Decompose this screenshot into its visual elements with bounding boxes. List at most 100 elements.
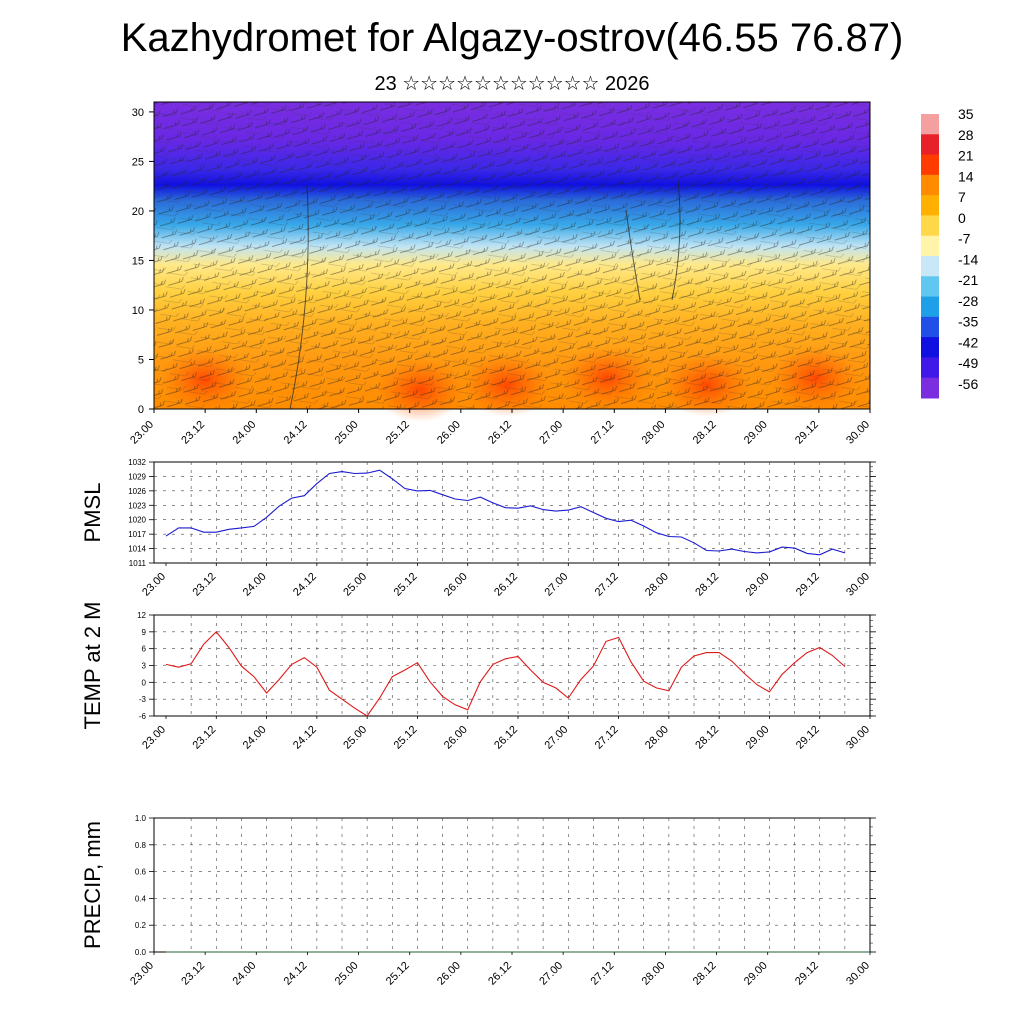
x-tick-label: 27.00 — [542, 724, 570, 752]
y-axis-label: PRECIP, mm — [80, 821, 105, 949]
y-tick-label: 10 — [132, 305, 144, 317]
x-tick-label: 29.12 — [793, 419, 821, 447]
x-tick-label: 23.00 — [140, 724, 168, 752]
x-tick-label: 28.12 — [693, 724, 721, 752]
x-tick-label: 25.12 — [384, 960, 412, 988]
x-tick-label: 23.00 — [140, 571, 168, 599]
x-tick-label: 28.00 — [643, 571, 671, 599]
colorbar-label: -14 — [958, 251, 978, 267]
x-tick-label: 24.12 — [282, 960, 310, 988]
colorbar-label: -7 — [958, 231, 971, 247]
panel-frame — [153, 817, 871, 953]
colorbar-swatch — [921, 256, 939, 277]
x-tick-label: 25.12 — [384, 419, 412, 447]
colorbar-label: 35 — [958, 106, 974, 122]
x-tick-label: 26.00 — [442, 571, 470, 599]
x-tick-label: 29.00 — [742, 419, 770, 447]
x-tick-label: 23.12 — [179, 960, 207, 988]
colorbar-label: -56 — [958, 376, 978, 392]
panel-frame — [153, 614, 871, 717]
y-tick-label: 1023 — [128, 501, 146, 510]
x-tick-label: 23.00 — [128, 419, 156, 447]
convergence-line-1 — [671, 179, 681, 301]
x-tick-label: 26.12 — [486, 960, 514, 988]
x-tick-label: 25.00 — [333, 960, 361, 988]
x-tick-label: 28.00 — [640, 960, 668, 988]
y-tick-label: 0 — [142, 678, 147, 687]
x-tick-label: 30.00 — [844, 724, 872, 752]
y-tick-label: 25 — [132, 156, 144, 168]
y-tick-label: 0.6 — [135, 868, 147, 877]
x-tick-label: 24.00 — [241, 571, 269, 599]
chart-subtitle: 23 ☆☆☆☆☆☆☆☆☆☆☆ 2026 — [374, 73, 650, 95]
colorbar-label: 7 — [958, 189, 966, 205]
y-tick-label: 1032 — [128, 458, 146, 467]
y-tick-label: 30 — [132, 107, 144, 119]
x-tick-label: 25.00 — [341, 571, 369, 599]
convergence-line-2 — [625, 209, 641, 301]
y-tick-label: 1029 — [128, 472, 146, 481]
colorbar-swatch — [921, 195, 939, 216]
x-tick-label: 30.00 — [844, 571, 872, 599]
panel-frame — [153, 461, 871, 564]
x-tick-label: 25.00 — [341, 724, 369, 752]
x-tick-label: 27.12 — [588, 960, 616, 988]
pmsl-panel: 1011 1014 1017 1020 1023 1026 1029 1032 23.00 23.… — [80, 458, 876, 599]
x-tick-label: 26.12 — [486, 419, 514, 447]
colorbar-swatch — [921, 134, 939, 156]
y-tick-label: 0.0 — [135, 948, 147, 957]
colorbar-label: 28 — [958, 127, 974, 143]
y-tick-label: 1017 — [128, 530, 146, 539]
x-tick-label: 29.12 — [794, 724, 822, 752]
colorbar-swatch — [921, 114, 939, 135]
x-tick-label: 28.12 — [691, 419, 719, 447]
colorbar-label: 21 — [958, 148, 974, 164]
y-tick-label: 20 — [132, 206, 144, 218]
x-tick-label: 24.00 — [230, 419, 258, 447]
x-tick-label: 24.12 — [291, 724, 319, 752]
y-tick-label: 0 — [138, 404, 144, 416]
x-tick-label: 27.12 — [593, 571, 621, 599]
y-tick-label: 1026 — [128, 487, 146, 496]
x-tick-label: 25.00 — [333, 419, 361, 447]
x-tick-label: 27.12 — [593, 724, 621, 752]
x-tick-label: 28.00 — [643, 724, 671, 752]
x-tick-label: 28.12 — [693, 571, 721, 599]
x-tick-label: 28.00 — [640, 419, 668, 447]
colorbar-label: -28 — [958, 293, 978, 309]
x-tick-label: 29.12 — [793, 960, 821, 988]
x-tick-label: 26.00 — [442, 724, 470, 752]
colorbar-label: -21 — [958, 272, 978, 288]
y-tick-label: 6 — [142, 645, 147, 654]
x-tick-label: 26.00 — [435, 419, 463, 447]
data-line-temp2m — [165, 630, 846, 717]
y-tick-label: 3 — [142, 662, 147, 671]
x-tick-label: 24.12 — [291, 571, 319, 599]
x-tick-label: 29.00 — [744, 724, 772, 752]
colorbar-swatch — [921, 357, 939, 379]
colorbar-swatch — [921, 337, 939, 358]
x-tick-label: 24.00 — [230, 960, 258, 988]
y-tick-label: 1.0 — [135, 814, 147, 823]
x-tick-label: 29.12 — [794, 571, 822, 599]
x-tick-label: 26.00 — [435, 960, 463, 988]
y-tick-label: 5 — [138, 354, 144, 366]
colorbar: 35 28 21 14 7 0 -7 -14 -21 -28 -35 -42 -49 -56 — [921, 106, 978, 399]
x-tick-label: 25.12 — [392, 571, 420, 599]
colorbar-swatch — [921, 154, 939, 176]
colorbar-swatch — [921, 276, 939, 298]
y-axis-label: TEMP at 2 M — [80, 602, 105, 730]
x-tick-label: 30.00 — [844, 419, 872, 447]
colorbar-label: 14 — [958, 168, 974, 184]
data-line-pmsl — [165, 469, 846, 556]
y-tick-label: 15 — [132, 255, 144, 267]
x-tick-label: 24.12 — [282, 419, 310, 447]
x-tick-label: 27.00 — [542, 571, 570, 599]
y-tick-label: 1020 — [128, 516, 146, 525]
y-tick-label: 12 — [137, 611, 146, 620]
temp-panel: -6 -3 0 3 6 9 12 23.00 23.12 24.00 24.12 25.00 25.12… — [80, 602, 876, 752]
x-tick-label: 30.00 — [844, 960, 872, 988]
colorbar-swatch — [921, 316, 939, 338]
x-tick-label: 26.12 — [492, 571, 520, 599]
